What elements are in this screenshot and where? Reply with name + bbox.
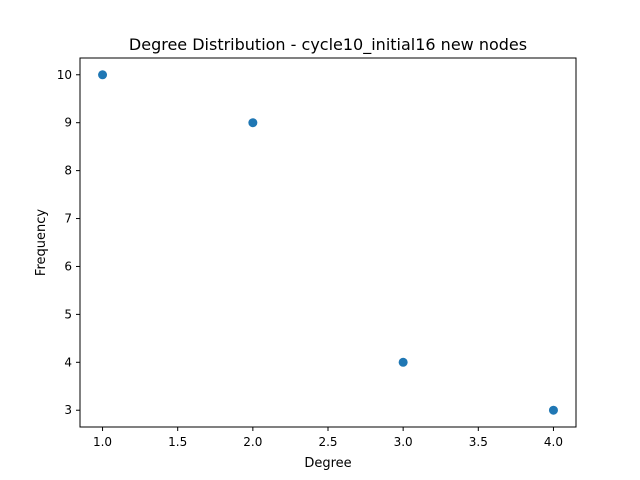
data-points (98, 70, 558, 415)
y-axis: 3 4 5 6 7 8 9 10 (57, 68, 80, 417)
x-tick-label: 2.0 (243, 435, 262, 449)
y-tick-label: 9 (64, 116, 72, 130)
data-point (398, 357, 408, 367)
x-tick-label: 2.5 (318, 435, 337, 449)
plot-area (79, 57, 577, 428)
y-tick-label: 6 (64, 259, 72, 273)
chart-title: Degree Distribution - cycle10_initial16 … (129, 35, 527, 55)
x-axis: 1.0 1.5 2.0 2.5 3.0 3.5 4.0 (93, 427, 563, 449)
data-point (98, 70, 108, 80)
y-tick-label: 8 (64, 164, 72, 178)
y-tick-label: 4 (64, 355, 72, 369)
y-tick-label: 10 (57, 68, 72, 82)
y-tick-label: 7 (64, 212, 72, 226)
x-tick-label: 1.0 (93, 435, 112, 449)
data-point (548, 405, 558, 415)
y-axis-label: Frequency (34, 209, 49, 276)
y-tick-label: 3 (64, 403, 72, 417)
y-tick-label: 5 (64, 307, 72, 321)
x-tick-label: 3.0 (394, 435, 413, 449)
x-tick-label: 4.0 (544, 435, 563, 449)
data-point (248, 118, 258, 128)
x-tick-label: 3.5 (469, 435, 488, 449)
x-tick-label: 1.5 (168, 435, 187, 449)
x-axis-label: Degree (304, 456, 351, 471)
